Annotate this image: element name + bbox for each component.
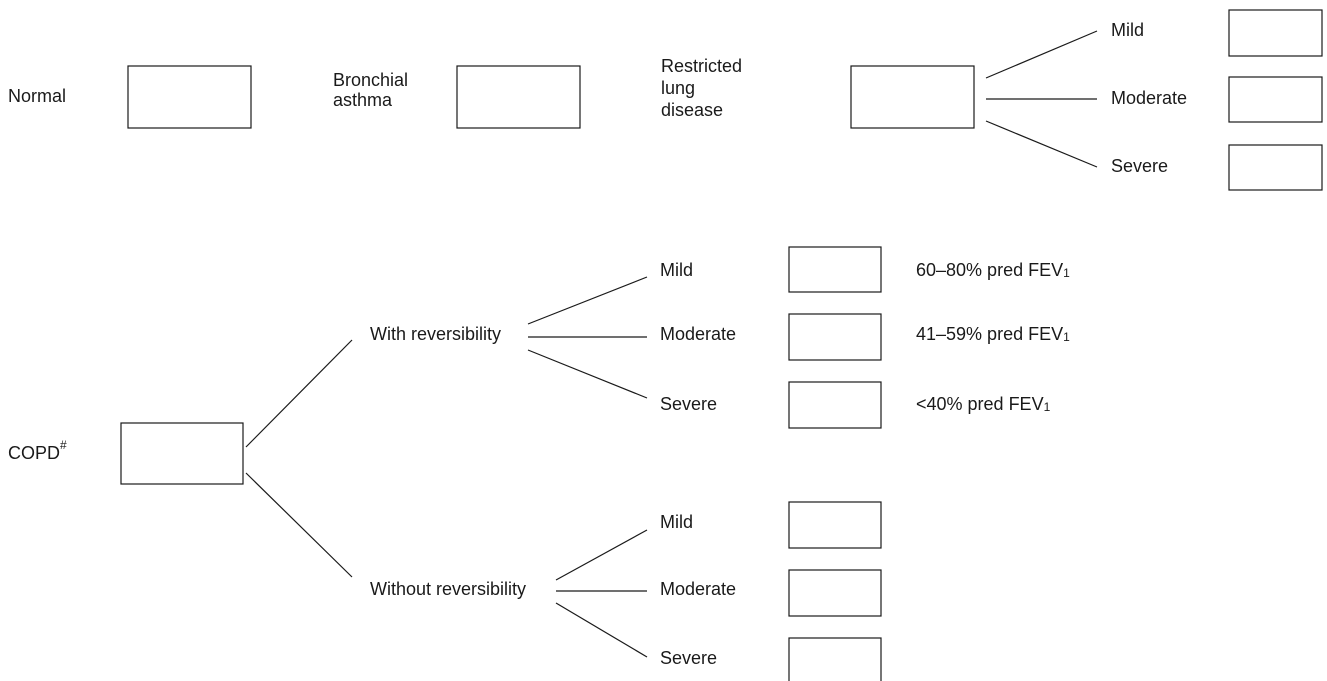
grade-label: Mild xyxy=(660,512,693,532)
grade-label: Mild xyxy=(1111,20,1144,40)
criterion: 60–80% pred FEV1 xyxy=(916,260,1070,280)
input-box[interactable] xyxy=(127,65,252,129)
criterion-text: 41–59% pred FEV xyxy=(916,324,1063,344)
input-box[interactable] xyxy=(788,246,882,293)
input-box[interactable] xyxy=(788,381,882,429)
input-box[interactable] xyxy=(788,569,882,617)
connector xyxy=(245,339,353,448)
connector xyxy=(245,472,353,578)
label: asthma xyxy=(333,90,393,110)
superscript: # xyxy=(60,438,67,452)
connector xyxy=(985,120,1098,168)
criterion-text: 60–80% pred FEV xyxy=(916,260,1063,280)
subscript: 1 xyxy=(1044,400,1051,414)
grade-label: Moderate xyxy=(1111,88,1187,108)
grade-label: Severe xyxy=(1111,156,1168,176)
connector xyxy=(555,602,648,658)
label: disease xyxy=(661,100,723,120)
input-box[interactable] xyxy=(456,65,581,129)
grade-label: Moderate xyxy=(660,579,736,599)
grade-label: Severe xyxy=(660,394,717,414)
input-box[interactable] xyxy=(788,637,882,681)
label: Bronchial xyxy=(333,70,408,90)
label: Restricted xyxy=(661,56,742,76)
input-box[interactable] xyxy=(788,501,882,549)
connector xyxy=(555,529,648,581)
label: Normal xyxy=(8,86,66,106)
input-box[interactable] xyxy=(1228,9,1323,57)
criterion: <40% pred FEV1 xyxy=(916,394,1051,414)
input-box[interactable] xyxy=(1228,144,1323,191)
input-box[interactable] xyxy=(120,422,244,485)
label: lung xyxy=(661,78,695,98)
label: COPD# xyxy=(8,438,67,463)
input-box[interactable] xyxy=(788,313,882,361)
grade-label: Mild xyxy=(660,260,693,280)
grade-label: Severe xyxy=(660,648,717,668)
input-box[interactable] xyxy=(1228,76,1323,123)
connector xyxy=(527,276,648,325)
branch-label: Without reversibility xyxy=(370,579,526,599)
connector xyxy=(527,349,648,399)
connector xyxy=(985,30,1098,79)
label-text: COPD xyxy=(8,443,60,463)
input-box[interactable] xyxy=(850,65,975,129)
subscript: 1 xyxy=(1063,266,1070,280)
branch-label: With reversibility xyxy=(370,324,501,344)
grade-label: Moderate xyxy=(660,324,736,344)
subscript: 1 xyxy=(1063,330,1070,344)
criterion-text: <40% pred FEV xyxy=(916,394,1044,414)
criterion: 41–59% pred FEV1 xyxy=(916,324,1070,344)
